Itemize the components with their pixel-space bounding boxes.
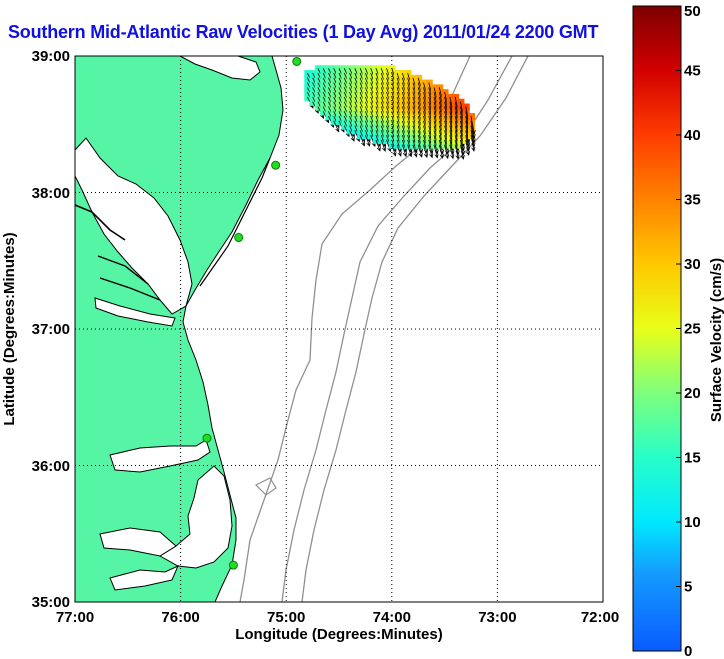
y-axis-label: Latitude (Degrees:Minutes) bbox=[1, 232, 18, 425]
velocity-cell bbox=[468, 127, 475, 135]
x-tick-label: 74:00 bbox=[373, 609, 411, 626]
y-tick-labels: 39:00 38:00 37:00 36:00 35:00 bbox=[32, 48, 70, 611]
isobath-inner bbox=[239, 56, 471, 602]
velocity-vector bbox=[470, 130, 476, 148]
radar-station-marker bbox=[271, 160, 281, 170]
x-tick-label: 76:00 bbox=[161, 609, 199, 626]
pamlico-sound bbox=[159, 465, 233, 569]
pamlico-river bbox=[99, 527, 177, 557]
velocity-vector bbox=[380, 135, 387, 148]
velocity-vector bbox=[375, 139, 381, 152]
velocity-vector bbox=[460, 135, 465, 152]
velocity-vector bbox=[391, 139, 397, 153]
y-tick-label: 38:00 bbox=[32, 185, 70, 202]
velocity-vector bbox=[465, 139, 471, 156]
colorbar-tick-label: 0 bbox=[684, 643, 692, 659]
colorbar-tick-label: 15 bbox=[684, 450, 701, 467]
velocity-vector bbox=[465, 130, 471, 148]
velocity-vector bbox=[470, 115, 476, 135]
plot-frame bbox=[74, 55, 604, 603]
delaware-bay bbox=[179, 56, 261, 81]
velocity-vector bbox=[454, 139, 460, 156]
velocity-vector bbox=[380, 139, 387, 152]
velocity-vector bbox=[359, 135, 366, 147]
chesapeake-bay bbox=[75, 137, 193, 315]
x-tick-label: 75:00 bbox=[267, 609, 305, 626]
x-tick-label: 73:00 bbox=[478, 609, 516, 626]
x-axis-label: Longitude (Degrees:Minutes) bbox=[235, 626, 443, 643]
velocity-vector bbox=[465, 135, 471, 152]
velocity-vector bbox=[365, 135, 371, 147]
neuse-river bbox=[109, 565, 179, 591]
colorbar-tick-label: 20 bbox=[684, 385, 701, 402]
colorbar-tick-label: 30 bbox=[684, 256, 701, 273]
albemarle-sound bbox=[109, 439, 211, 473]
velocity-cell bbox=[468, 117, 475, 125]
radar-station-marker bbox=[234, 233, 244, 243]
velocity-vector bbox=[391, 144, 397, 157]
velocity-vector bbox=[349, 130, 355, 142]
colorbar-tick-label: 40 bbox=[684, 127, 701, 144]
y-tick-label: 39:00 bbox=[32, 48, 70, 65]
colorbar-tick-label: 5 bbox=[684, 579, 692, 596]
chart-title: Southern Mid-Atlantic Raw Velocities (1 … bbox=[8, 22, 599, 42]
velocity-vector bbox=[454, 144, 460, 160]
velocity-vector bbox=[401, 144, 407, 158]
potomac-river bbox=[75, 204, 126, 241]
velocity-vector bbox=[460, 139, 465, 156]
velocity-vector bbox=[333, 120, 340, 133]
x-tick-label: 72:00 bbox=[581, 609, 619, 626]
delmarva-coastline bbox=[199, 157, 271, 287]
velocity-vector bbox=[470, 135, 476, 152]
colorbar-tick-label: 45 bbox=[684, 63, 701, 80]
y-tick-label: 37:00 bbox=[32, 321, 70, 338]
velocity-cell bbox=[468, 122, 475, 130]
isobath-outer bbox=[301, 56, 529, 602]
isobath-middle bbox=[281, 56, 513, 602]
velocity-vector bbox=[470, 120, 476, 140]
velocity-vector bbox=[465, 125, 471, 144]
x-tick-labels: 77:00 76:00 75:00 74:00 73:00 72:00 bbox=[56, 609, 619, 626]
radar-stations bbox=[202, 56, 302, 570]
velocity-vector bbox=[470, 125, 476, 144]
isobath-feature bbox=[254, 477, 277, 496]
radar-station-marker bbox=[228, 560, 238, 570]
velocity-vectors bbox=[304, 65, 476, 160]
rappahannock-river bbox=[97, 255, 149, 285]
colorbar-tick-label: 35 bbox=[684, 192, 701, 209]
velocity-cell bbox=[468, 132, 475, 140]
radar-station-marker bbox=[202, 433, 212, 443]
velocity-vector bbox=[449, 139, 455, 156]
velocity-cell bbox=[468, 113, 475, 121]
radar-station-marker bbox=[292, 56, 302, 66]
colorbar-ticks: 0 5 10 15 20 25 30 35 40 45 50 bbox=[676, 3, 701, 659]
velocity-vector bbox=[396, 144, 402, 157]
colorbar-label: Surface Velocity (cm/s) bbox=[708, 258, 724, 422]
y-tick-label: 36:00 bbox=[32, 458, 70, 475]
colorbar-tick-label: 25 bbox=[684, 321, 701, 338]
colorbar-tick-label: 10 bbox=[684, 514, 701, 531]
grid-lines bbox=[75, 56, 603, 602]
x-tick-label: 77:00 bbox=[56, 609, 94, 626]
velocity-vector bbox=[460, 144, 465, 160]
colorbar-tick-label: 50 bbox=[684, 3, 701, 20]
james-river bbox=[94, 297, 176, 327]
y-tick-label: 35:00 bbox=[32, 594, 70, 611]
colorbar bbox=[632, 5, 682, 652]
york-river bbox=[99, 277, 161, 301]
